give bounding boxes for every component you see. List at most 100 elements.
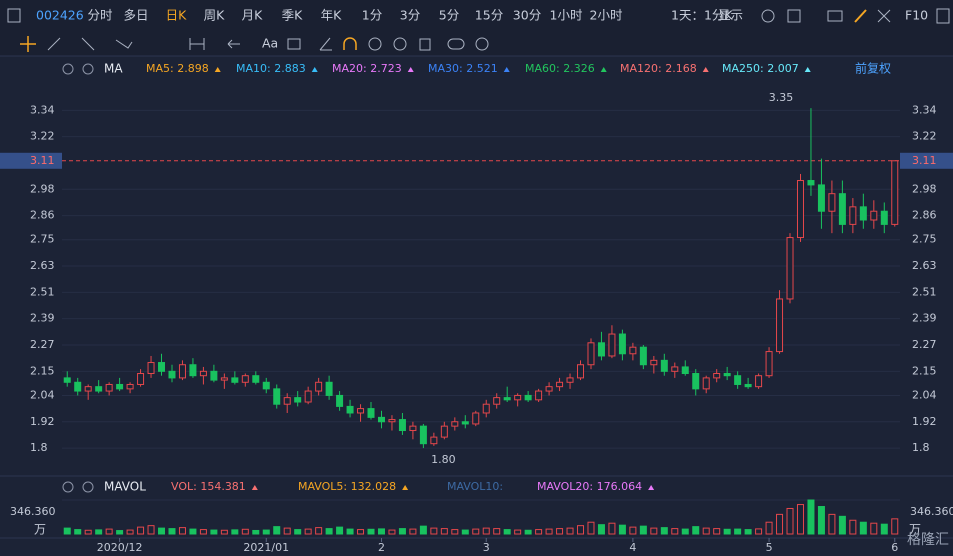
volume-bar bbox=[294, 529, 302, 535]
indicator-settings[interactable] bbox=[62, 63, 74, 75]
volume-bar bbox=[440, 528, 448, 535]
period-tab[interactable]: 1小时 bbox=[550, 8, 583, 23]
checkbox-icon[interactable] bbox=[787, 9, 801, 23]
candle-body bbox=[796, 180, 804, 239]
candle-body bbox=[776, 298, 784, 353]
y-tick-label-left: 1.8 bbox=[30, 441, 48, 454]
candle-body bbox=[545, 386, 553, 392]
candle-body bbox=[870, 210, 878, 221]
y-tick-label-right: 2.51 bbox=[912, 285, 937, 298]
vol-legend: VOL: 154.381 bbox=[171, 480, 246, 493]
candle-body bbox=[398, 419, 406, 432]
volume-bar bbox=[587, 521, 595, 535]
hide-tool[interactable] bbox=[393, 37, 407, 51]
volume-bar bbox=[744, 529, 752, 535]
volume-bar bbox=[838, 515, 846, 535]
period-tab[interactable]: 1分 bbox=[362, 8, 382, 23]
period-tab[interactable]: 5分 bbox=[439, 8, 459, 23]
volume-bar bbox=[535, 529, 543, 535]
stock-code[interactable]: 002426 bbox=[36, 8, 84, 23]
volume-bar bbox=[765, 521, 773, 535]
period-tab[interactable]: 年K bbox=[321, 8, 343, 23]
volume-bar bbox=[556, 528, 564, 535]
vol-settings[interactable] bbox=[62, 481, 74, 493]
settings-icon[interactable] bbox=[761, 9, 775, 23]
x-tick-label: 5 bbox=[766, 541, 773, 554]
candle-body bbox=[744, 383, 752, 388]
vol-legend: MAVOL10: bbox=[447, 480, 503, 493]
panel-icon[interactable] bbox=[936, 8, 950, 24]
period-tab[interactable]: 15分 bbox=[475, 8, 503, 23]
y-tick-label-right: 2.04 bbox=[912, 388, 937, 401]
text-tool[interactable]: Aa bbox=[262, 36, 278, 51]
ma-legend: MA10: 2.883 bbox=[236, 62, 306, 75]
volume-bar bbox=[880, 523, 888, 535]
display-toggle[interactable]: 显示 bbox=[718, 8, 743, 23]
candle-body bbox=[461, 421, 469, 425]
y-tick-label-left: 2.39 bbox=[30, 312, 55, 325]
period-tab[interactable]: 月K bbox=[242, 8, 264, 23]
volume-bar bbox=[409, 528, 417, 535]
period-tab[interactable]: 2小时 bbox=[590, 8, 623, 23]
fullscreen-icon[interactable] bbox=[877, 9, 891, 23]
vol-legend-arrow bbox=[402, 485, 409, 490]
vol-close[interactable] bbox=[82, 481, 94, 493]
candle-body bbox=[116, 383, 124, 390]
candle-body bbox=[755, 375, 763, 388]
candle-body bbox=[671, 366, 679, 372]
volume-bar bbox=[503, 529, 511, 535]
candle-body bbox=[891, 160, 899, 225]
angle-tool[interactable] bbox=[319, 37, 332, 51]
ma-legend: MA20: 2.723 bbox=[332, 62, 402, 75]
volume-bar bbox=[377, 528, 385, 535]
note-tool[interactable] bbox=[287, 38, 301, 50]
period-tab[interactable]: 3分 bbox=[400, 8, 420, 23]
magnet-tool[interactable] bbox=[343, 37, 357, 50]
measure-tools[interactable] bbox=[189, 38, 240, 50]
y-tick-label-right: 1.92 bbox=[912, 415, 937, 428]
candle-body bbox=[734, 375, 742, 385]
volume-bar bbox=[671, 528, 679, 535]
volume-bar bbox=[241, 528, 249, 535]
delete-tool[interactable] bbox=[419, 38, 431, 51]
sidebar-icon[interactable] bbox=[7, 8, 21, 23]
period-tab[interactable]: 30分 bbox=[513, 8, 541, 23]
vol-legend-arrow bbox=[648, 485, 655, 490]
volume-bar bbox=[849, 519, 857, 535]
link-tool[interactable] bbox=[447, 38, 465, 50]
vol-unit-left: 万 bbox=[34, 523, 46, 537]
candle-body bbox=[472, 412, 480, 425]
period-select[interactable]: 1天：1分K bbox=[671, 8, 733, 23]
candle-body bbox=[294, 397, 302, 403]
vol-unit-right: 万 bbox=[909, 523, 921, 537]
adjust-mode[interactable]: 前复权 bbox=[855, 61, 891, 76]
candle-body bbox=[419, 425, 427, 445]
last-price-label-right: 3.11 bbox=[912, 154, 937, 167]
period-tab[interactable]: 季K bbox=[282, 8, 304, 23]
lock-tool[interactable] bbox=[368, 37, 382, 51]
period-tab[interactable]: 日K bbox=[166, 8, 188, 23]
volume-bar bbox=[137, 526, 145, 535]
candle-body bbox=[807, 180, 815, 186]
annotation: 1.80 bbox=[431, 453, 456, 466]
vol-legend: MAVOL5: 132.028 bbox=[298, 480, 396, 493]
period-tab[interactable]: 分时 bbox=[87, 8, 113, 23]
draw-settings[interactable] bbox=[475, 37, 489, 51]
candle-body bbox=[451, 421, 459, 427]
y-tick-label-right: 2.27 bbox=[912, 338, 937, 351]
indicator-close[interactable] bbox=[82, 63, 94, 75]
draw-icon[interactable] bbox=[854, 9, 867, 23]
f10[interactable]: F10 bbox=[905, 8, 928, 23]
camera-icon[interactable] bbox=[827, 10, 843, 22]
period-tab[interactable]: 周K bbox=[204, 8, 226, 23]
candle-body bbox=[63, 377, 71, 383]
period-tab[interactable]: 多日 bbox=[123, 8, 148, 23]
volume-bar bbox=[545, 528, 553, 535]
x-tick-label: 3 bbox=[483, 541, 490, 554]
line-tools[interactable] bbox=[47, 37, 133, 51]
candle-body bbox=[828, 193, 836, 212]
volume-bar bbox=[796, 504, 804, 535]
cross-tool[interactable] bbox=[20, 36, 36, 52]
volume-bar bbox=[891, 518, 899, 535]
volume-bar bbox=[304, 528, 312, 535]
